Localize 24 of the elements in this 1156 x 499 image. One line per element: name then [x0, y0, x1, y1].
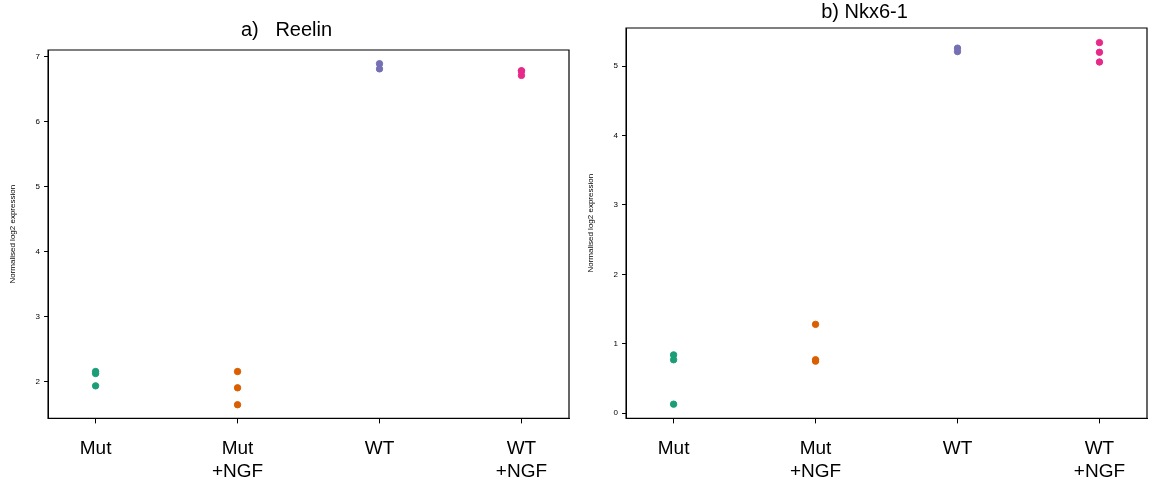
x-tick-label: Mut: [657, 437, 691, 459]
x-tick-label: WT: [942, 437, 973, 459]
y-tick-label: 3: [613, 200, 619, 210]
x-tick-label: WT +NGF: [495, 437, 548, 481]
y-tick-label: 0: [613, 408, 619, 418]
y-tick-label: 7: [35, 51, 41, 61]
y-tick-label: 4: [35, 246, 41, 256]
y-tick-label: 1: [613, 338, 619, 348]
y-axis-title: Normalised log2 expression: [586, 173, 595, 273]
y-tick-label: 4: [613, 130, 619, 140]
chart-title: b) Nkx6-1: [821, 0, 908, 22]
y-tick-label: 6: [35, 116, 41, 126]
y-tick-label: 5: [613, 61, 619, 71]
chart-title: a) Reelin: [240, 17, 333, 40]
x-tick-label: Mut: [79, 437, 113, 459]
y-axis-title: Normalised log2 expression: [8, 184, 17, 284]
y-tick-label: 2: [613, 269, 619, 279]
y-tick-label: 2: [35, 377, 41, 387]
x-tick-label: WT: [364, 437, 395, 459]
x-tick-label: Mut +NGF: [211, 437, 264, 481]
y-tick-label: 5: [35, 181, 41, 191]
x-tick-label: Mut +NGF: [789, 437, 842, 481]
x-tick-label: WT +NGF: [1073, 437, 1126, 481]
y-tick-label: 3: [35, 312, 41, 322]
